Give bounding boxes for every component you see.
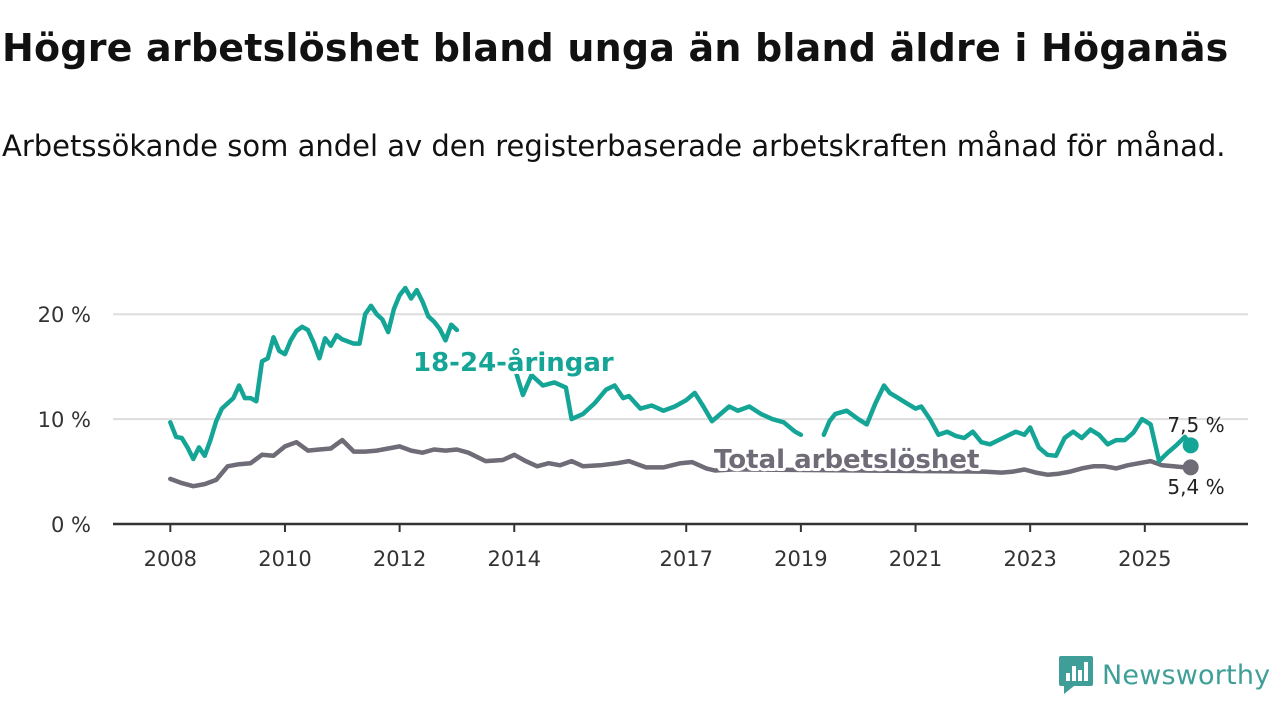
x-tick-label: 2025: [1118, 547, 1171, 571]
newsworthy-brand[interactable]: Newsworthy: [1058, 652, 1270, 698]
y-tick-label: 10 %: [38, 408, 91, 432]
chart-title: Högre arbetslöshet bland unga än bland ä…: [2, 26, 1229, 70]
x-tick-label: 2014: [488, 547, 541, 571]
series-labels: 18-24-åringar Total arbetslöshet 7,5 % 5…: [410, 343, 1225, 499]
x-tick-label: 2008: [144, 547, 197, 571]
series-label-youth: 18-24-åringar: [413, 346, 614, 378]
x-tick-label: 2017: [660, 547, 713, 571]
series-line-total: [168, 437, 1193, 489]
y-tick-label: 20 %: [38, 303, 91, 327]
end-value-label-total: 5,4 %: [1167, 475, 1224, 499]
series-label-total: Total arbetslöshet: [714, 445, 979, 475]
x-tick-label: 2021: [889, 547, 942, 571]
axes: 0 % 10 % 20 % 2008 2010 2012 2014 2017 2019 2021 2…: [38, 303, 1248, 571]
chart-subtitle: Arbetssökande som andel av den registerb…: [2, 129, 1226, 163]
end-point-total: [1182, 459, 1199, 476]
series-line-youth: [168, 285, 1193, 464]
newsworthy-chart-icon: [1059, 656, 1093, 694]
gridlines: [113, 313, 1248, 421]
series-lines: [168, 285, 1199, 489]
x-tick-label: 2019: [774, 547, 827, 571]
x-tick-label: 2023: [1003, 547, 1056, 571]
end-value-label-youth: 7,5 %: [1167, 413, 1224, 437]
end-point-youth: [1182, 437, 1199, 454]
x-tick-label: 2012: [373, 547, 426, 571]
y-tick-label: 0 %: [51, 513, 91, 537]
brand-name: Newsworthy: [1102, 659, 1271, 691]
x-tick-label: 2010: [258, 547, 311, 571]
